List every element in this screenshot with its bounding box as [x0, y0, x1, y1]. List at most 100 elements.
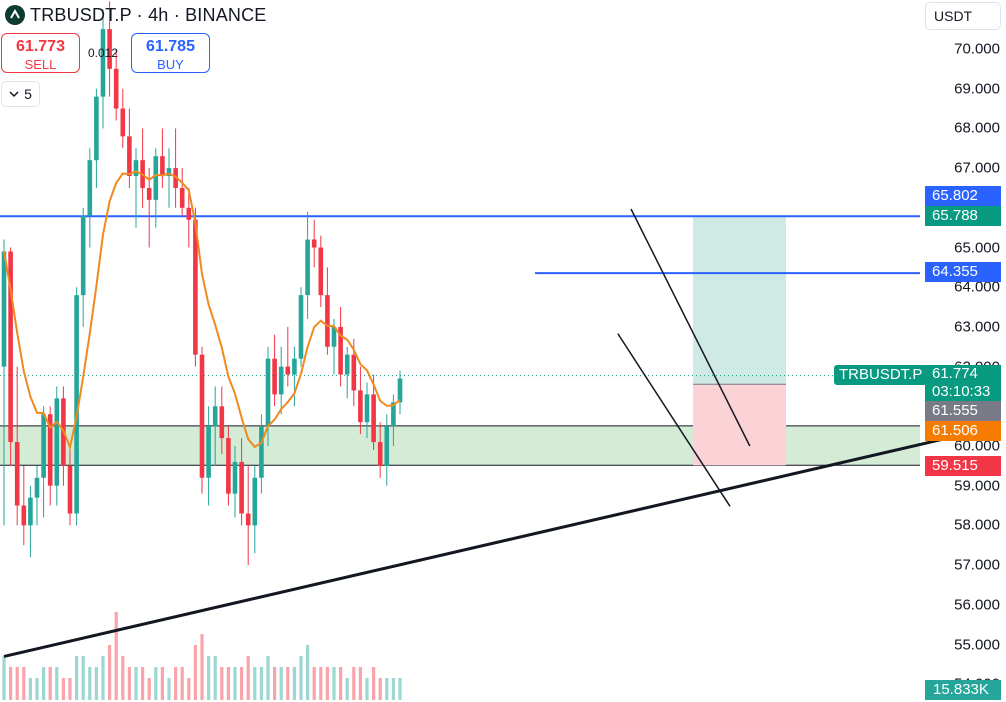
- candle-body: [364, 394, 370, 423]
- candle-body: [305, 239, 310, 296]
- candle-body: [34, 477, 40, 498]
- price-axis-tick: 64.000: [954, 278, 1000, 296]
- price-tag-resistance: 65.788: [925, 206, 1001, 226]
- volume-bar: [325, 667, 329, 700]
- candle-body: [166, 168, 172, 177]
- candle-body: [47, 414, 53, 486]
- price-tag-stop: 59.515: [925, 456, 1001, 476]
- volume-bar: [68, 678, 72, 700]
- volume-bar: [167, 678, 171, 700]
- candle-body: [54, 398, 60, 486]
- volume-bar: [180, 667, 184, 700]
- candle-body: [226, 438, 231, 494]
- volume-bar: [332, 667, 336, 700]
- volume-bar: [246, 656, 250, 700]
- volume-bar: [306, 645, 310, 700]
- volume-bar: [207, 656, 211, 700]
- price-tag-resistance-lower: 64.355: [925, 262, 1001, 282]
- candle-body: [1, 251, 7, 367]
- trendline-channel-lower: [617, 333, 731, 507]
- candle-body: [153, 156, 159, 200]
- volume-bar: [385, 678, 389, 700]
- spread-value: 0.012: [88, 46, 119, 60]
- candle-body: [120, 108, 126, 137]
- buy-label: BUY: [157, 57, 184, 72]
- volume-bar: [141, 667, 145, 700]
- volume-bar: [42, 667, 46, 700]
- volume-bar: [2, 656, 6, 700]
- candle-body: [344, 354, 350, 375]
- candle-body: [193, 219, 198, 355]
- volume-bar: [187, 678, 191, 700]
- candle-body: [311, 239, 317, 248]
- chevron-down-icon: [9, 91, 19, 98]
- volume-bar: [339, 667, 343, 700]
- candle-body: [173, 168, 178, 188]
- candle-body: [298, 295, 304, 359]
- volume-bar: [266, 656, 270, 700]
- currency-label: USDT: [934, 8, 973, 24]
- volume-bar: [352, 667, 356, 700]
- volume-bar: [365, 678, 369, 700]
- price-axis-tick: 65.000: [954, 239, 1000, 256]
- candle-body: [199, 354, 205, 478]
- candle-body: [186, 207, 192, 220]
- volume-bar: [358, 667, 362, 700]
- volume-bar: [233, 667, 237, 700]
- volume-tag: 15.833K: [925, 680, 1001, 700]
- target-zone: [693, 215, 786, 385]
- symbol-title[interactable]: TRBUSDT.P · 4h · BINANCE: [30, 4, 267, 25]
- volume-bar: [200, 634, 204, 700]
- candle-body: [160, 156, 165, 177]
- candle-body: [74, 295, 79, 514]
- price-axis-tick: 60.000: [954, 437, 1000, 455]
- last-price: 61.774: [932, 365, 978, 382]
- candle-body: [67, 465, 73, 514]
- volume-bar: [101, 656, 105, 700]
- volume-bar: [127, 667, 131, 700]
- volume-bar: [48, 667, 52, 700]
- candle-body: [384, 426, 390, 466]
- volume-bar: [22, 667, 26, 700]
- volume-bar: [273, 667, 277, 700]
- price-axis-tick: 67.000: [954, 159, 1000, 177]
- volume-bar: [319, 667, 323, 700]
- candle-body: [292, 358, 297, 375]
- volume-bar: [61, 678, 65, 700]
- volume-bar: [312, 667, 316, 700]
- candle-body: [127, 136, 132, 177]
- sell-button[interactable]: 61.773 SELL: [1, 33, 80, 73]
- volume-bar: [372, 667, 376, 700]
- price-axis-tick: 69.000: [954, 80, 1000, 98]
- buy-price: 61.785: [146, 38, 195, 55]
- bar-countdown: 03:10:33: [932, 383, 991, 400]
- candle-body: [8, 251, 13, 443]
- price-tag-entry: 61.555: [925, 401, 1001, 421]
- symbol-price-label: TRBUSDT.P: [834, 365, 928, 385]
- volume-bar: [55, 667, 59, 700]
- candle-body: [239, 461, 244, 514]
- currency-selector[interactable]: USDT: [925, 2, 1001, 30]
- sell-label: SELL: [24, 57, 57, 72]
- candle-body: [245, 513, 251, 526]
- candle-body: [318, 247, 324, 296]
- buy-button[interactable]: 61.785 BUY: [131, 33, 210, 73]
- price-axis-tick: 70.000: [954, 40, 1000, 58]
- volume-bar: [121, 656, 125, 700]
- last-price-tag: 61.774 03:10:33: [925, 365, 1001, 401]
- volume-bar: [134, 667, 138, 700]
- candle-body: [80, 215, 86, 296]
- candle-body: [219, 406, 225, 439]
- indicators-toggle[interactable]: 5: [1, 81, 40, 107]
- volume-bar: [160, 667, 164, 700]
- candle-body: [391, 402, 396, 427]
- trendline-channel-upper: [630, 208, 751, 447]
- exchange-logo-icon: [5, 5, 25, 25]
- volume-bar: [108, 645, 112, 700]
- candle-body: [252, 477, 258, 526]
- volume-bar: [28, 678, 32, 700]
- volume-bar: [378, 678, 382, 700]
- sell-price: 61.773: [16, 38, 65, 55]
- candle-body: [100, 29, 106, 97]
